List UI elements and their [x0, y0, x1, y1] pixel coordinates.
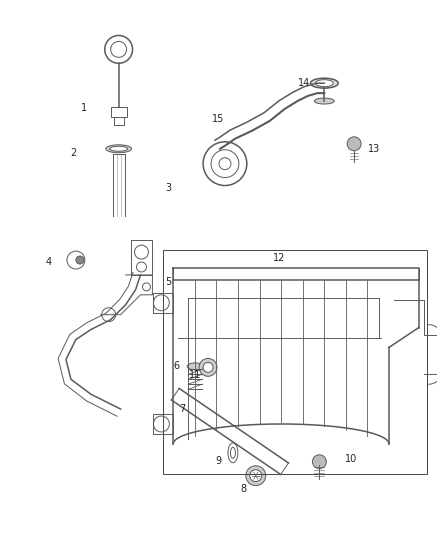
Circle shape [199, 358, 217, 376]
Text: 7: 7 [179, 404, 185, 414]
Text: 14: 14 [298, 78, 311, 88]
Text: 6: 6 [173, 361, 179, 372]
Text: 15: 15 [212, 114, 224, 124]
Circle shape [246, 466, 266, 486]
Circle shape [347, 137, 361, 151]
Ellipse shape [110, 146, 127, 151]
Text: 12: 12 [273, 253, 286, 263]
Text: 5: 5 [165, 277, 171, 287]
Text: 10: 10 [345, 454, 357, 464]
Bar [114, 117, 124, 125]
Text: 1: 1 [81, 103, 87, 113]
Bar [111, 107, 127, 117]
Text: 2: 2 [70, 148, 76, 158]
Bar [163, 250, 427, 474]
Ellipse shape [315, 80, 333, 87]
Text: 4: 4 [46, 257, 52, 267]
Text: 11: 11 [189, 370, 201, 381]
Circle shape [250, 470, 262, 482]
Ellipse shape [311, 78, 338, 88]
Circle shape [312, 455, 326, 469]
Text: 3: 3 [165, 183, 171, 193]
Text: 9: 9 [215, 456, 221, 466]
Text: 13: 13 [368, 144, 380, 154]
Circle shape [203, 362, 213, 373]
Ellipse shape [106, 145, 131, 153]
Circle shape [76, 256, 84, 264]
Ellipse shape [187, 363, 203, 370]
Text: 8: 8 [241, 483, 247, 494]
Ellipse shape [314, 98, 334, 104]
